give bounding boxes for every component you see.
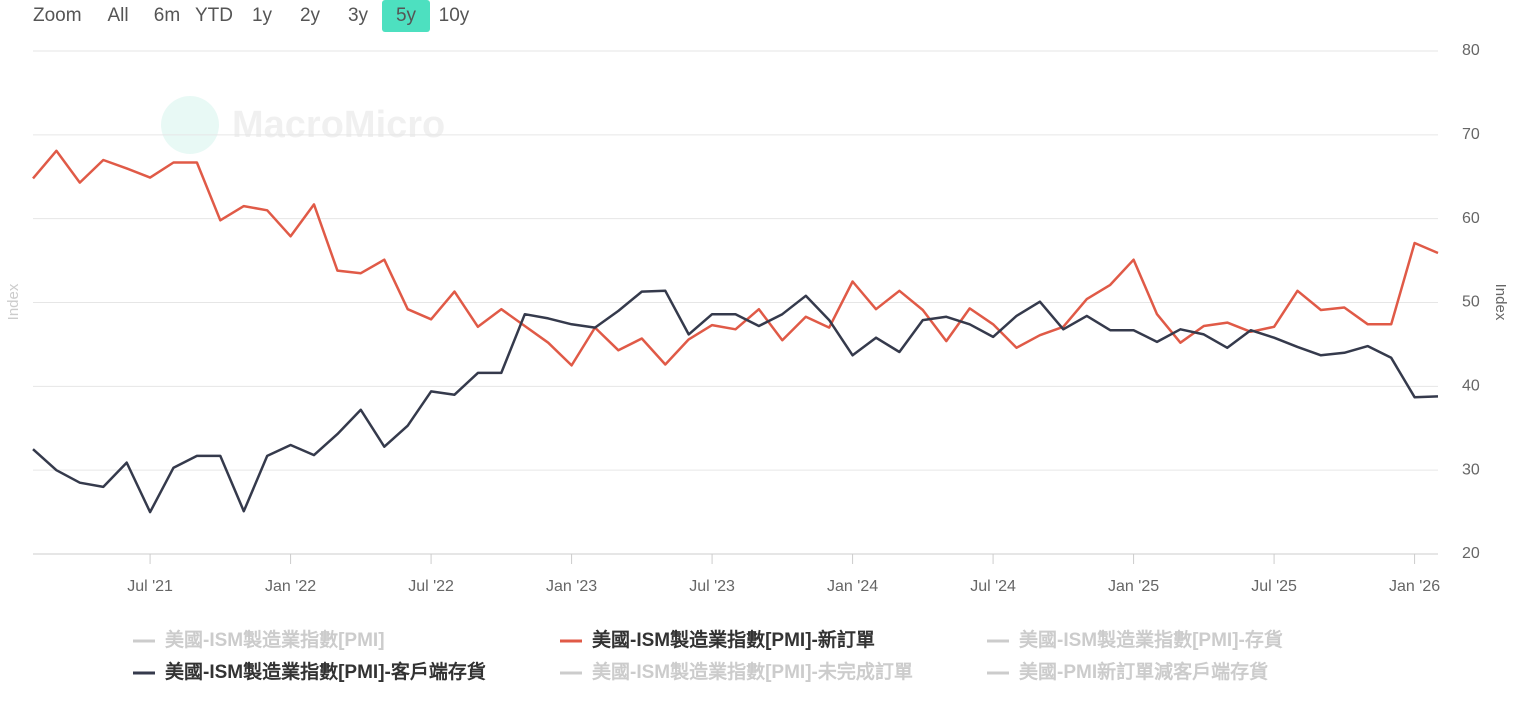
y-tick-label: 20	[1462, 545, 1480, 562]
watermark-logo	[161, 96, 219, 154]
legend-label[interactable]: 美國-ISM製造業指數[PMI]-客戶端存貨	[165, 660, 486, 683]
zoom-button[interactable]: YTD	[195, 5, 233, 26]
series-line	[32, 149, 1439, 367]
y-axis-label: Index	[5, 283, 22, 320]
legend-label[interactable]: 美國-ISM製造業指數[PMI]-未完成訂單	[592, 660, 913, 683]
zoom-button[interactable]: 5y	[396, 5, 417, 26]
x-tick-label: Jul '21	[127, 578, 173, 595]
x-tick-label: Jan '24	[827, 578, 878, 595]
zoom-button[interactable]: 2y	[300, 5, 321, 26]
legend-label[interactable]: 美國-ISM製造業指數[PMI]	[165, 628, 385, 651]
y-tick-label: 40	[1462, 378, 1480, 395]
x-tick-label: Jul '23	[689, 578, 735, 595]
y-tick-label: 50	[1462, 294, 1480, 311]
series-line	[32, 289, 1439, 514]
x-tick-label: Jan '25	[1108, 578, 1159, 595]
zoom-label: Zoom	[33, 5, 82, 26]
zoom-button[interactable]: 1y	[252, 5, 273, 26]
x-tick-label: Jul '24	[970, 578, 1016, 595]
zoom-button[interactable]: 3y	[348, 5, 369, 26]
legend-label[interactable]: 美國-PMI新訂單減客戶端存貨	[1019, 660, 1268, 683]
y-tick-label: 80	[1462, 42, 1480, 59]
legend-label[interactable]: 美國-ISM製造業指數[PMI]-新訂單	[592, 628, 875, 651]
legend-label[interactable]: 美國-ISM製造業指數[PMI]-存貨	[1019, 628, 1283, 651]
y-axis-label-right: Index	[1492, 284, 1509, 321]
y-tick-label: 70	[1462, 126, 1480, 143]
y-tick-label: 60	[1462, 210, 1480, 227]
zoom-button[interactable]: 6m	[154, 5, 180, 26]
watermark: MacroMicro	[232, 104, 445, 146]
x-tick-label: Jan '22	[265, 578, 316, 595]
zoom-active-bg	[382, 0, 430, 32]
x-tick-label: Jul '25	[1251, 578, 1297, 595]
zoom-button[interactable]: 10y	[439, 5, 470, 26]
y-tick-label: 30	[1462, 461, 1480, 478]
x-tick-label: Jan '23	[546, 578, 597, 595]
zoom-button[interactable]: All	[107, 5, 128, 26]
x-tick-label: Jan '26	[1389, 578, 1440, 595]
x-tick-label: Jul '22	[408, 578, 454, 595]
